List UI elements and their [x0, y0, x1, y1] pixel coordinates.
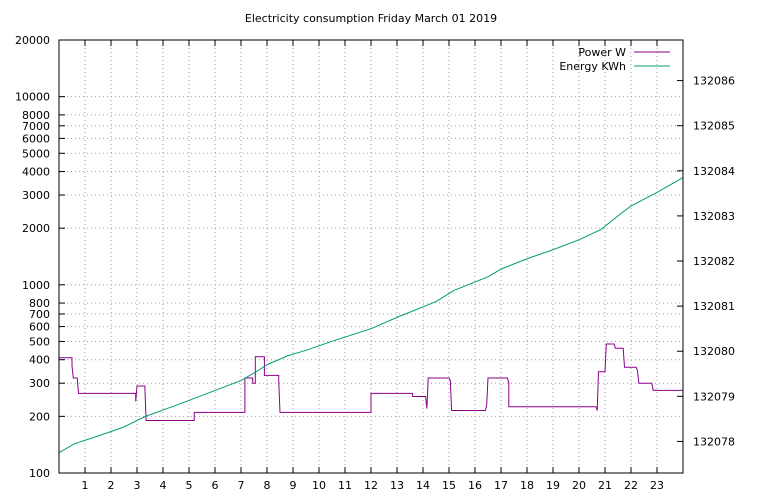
x-tick-label: 18: [520, 479, 534, 492]
y-right-tick-label: 132080: [693, 345, 735, 358]
y-left-tick-label: 4000: [22, 166, 50, 179]
x-tick-label: 14: [416, 479, 430, 492]
x-tick-label: 4: [160, 479, 167, 492]
y-left-tick-label: 800: [29, 297, 50, 310]
y-left-tick-label: 10000: [15, 91, 50, 104]
x-tick-label: 2: [108, 479, 115, 492]
y-left-tick-label: 5000: [22, 147, 50, 160]
series-line-power-w: [59, 343, 683, 422]
x-tick-label: 7: [238, 479, 245, 492]
x-tick-label: 19: [546, 479, 560, 492]
x-tick-label: 17: [494, 479, 508, 492]
chart-title: Electricity consumption Friday March 01 …: [245, 12, 497, 25]
x-tick-label: 5: [186, 479, 193, 492]
y-right-tick-label: 132078: [693, 435, 735, 448]
x-tick-label: 20: [572, 479, 586, 492]
y-left-tick-label: 200: [29, 410, 50, 423]
y-right-tick-label: 132086: [693, 75, 735, 88]
y-left-tick-label: 6000: [22, 132, 50, 145]
series-line-energy-kwh: [58, 177, 684, 454]
x-tick-label: 1: [82, 479, 89, 492]
y-left-tick-label: 3000: [22, 189, 50, 202]
y-left-tick-label: 20000: [15, 34, 50, 47]
y-left-tick-label: 1000: [22, 279, 50, 292]
y-left-tick-label: 700: [29, 308, 50, 321]
y-left-tick-label: 300: [29, 377, 50, 390]
y-right-tick-label: 132081: [693, 300, 735, 313]
y-left-tick-label: 2000: [22, 222, 50, 235]
series-layer: [58, 177, 684, 454]
y-left-tick-label: 8000: [22, 109, 50, 122]
x-tick-label: 23: [650, 479, 664, 492]
x-tick-label: 22: [624, 479, 638, 492]
y-right-tick-label: 132083: [693, 210, 735, 223]
x-tick-label: 21: [598, 479, 612, 492]
y-right-tick-label: 132079: [693, 390, 735, 403]
x-tick-label: 8: [264, 479, 271, 492]
legend-label: Power W: [578, 46, 626, 59]
x-tick-label: 9: [290, 479, 297, 492]
x-tick-label: 15: [442, 479, 456, 492]
y-left-tick-label: 600: [29, 321, 50, 334]
x-tick-label: 11: [338, 479, 352, 492]
y-right-tick-label: 132085: [693, 120, 735, 133]
x-tick-label: 3: [134, 479, 141, 492]
y-left-tick-label: 100: [29, 467, 50, 480]
grid-layer: [59, 40, 683, 473]
x-tick-label: 13: [390, 479, 404, 492]
legend-label: Energy KWh: [559, 60, 626, 73]
y-right-tick-label: 132082: [693, 255, 735, 268]
y-left-tick-label: 7000: [22, 120, 50, 133]
y-left-tick-label: 500: [29, 335, 50, 348]
x-tick-label: 12: [364, 479, 378, 492]
y-left-tick-label: 400: [29, 354, 50, 367]
x-tick-label: 16: [468, 479, 482, 492]
axis-layer: 1 2 3 4 5 6 7 8 9 10 11 12 13 14 15 16 17 18 19 20 21 22 23100…: [15, 34, 735, 492]
x-tick-label: 6: [212, 479, 219, 492]
x-tick-label: 10: [312, 479, 326, 492]
y-right-tick-label: 132084: [693, 165, 735, 178]
